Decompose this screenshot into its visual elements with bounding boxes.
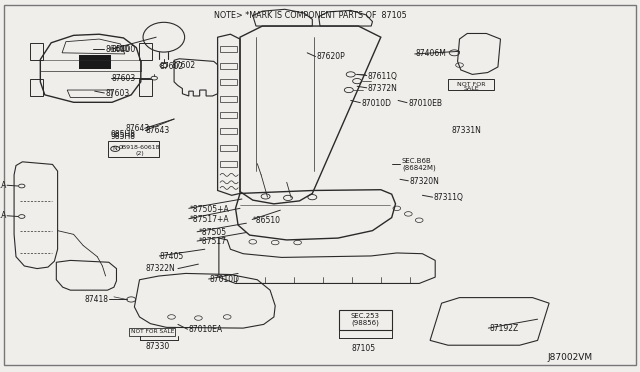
Text: 87372N: 87372N (368, 84, 398, 93)
Text: 87611Q: 87611Q (368, 72, 398, 81)
Text: 87602: 87602 (172, 61, 196, 70)
Text: (98856): (98856) (351, 320, 380, 326)
Text: 985H8: 985H8 (110, 132, 135, 141)
Text: SALE: SALE (463, 86, 479, 91)
Text: (86842M): (86842M) (402, 164, 436, 171)
Text: *87505: *87505 (198, 228, 227, 237)
Text: 87643: 87643 (146, 126, 170, 135)
Text: *87505+A: *87505+A (189, 205, 229, 214)
Bar (30, 43, 43, 60)
Text: 0B918-60618: 0B918-60618 (119, 145, 160, 150)
Text: 87418: 87418 (85, 295, 109, 304)
Text: 87602: 87602 (160, 62, 184, 71)
Text: 87406M: 87406M (416, 49, 447, 58)
Bar (220, 79, 237, 85)
Text: *86510: *86510 (253, 216, 281, 225)
Text: 87405: 87405 (160, 252, 184, 261)
Bar (220, 62, 237, 68)
Text: 87311Q: 87311Q (434, 193, 464, 202)
Bar (139, 43, 152, 60)
Text: 87010EB: 87010EB (408, 99, 442, 108)
Text: 87603: 87603 (106, 89, 130, 97)
Text: 87603: 87603 (112, 74, 136, 83)
Bar (220, 46, 237, 52)
Bar (108, 141, 159, 157)
Text: 87192Z: 87192Z (490, 324, 519, 333)
Text: 87501A: 87501A (0, 181, 6, 190)
Bar (220, 128, 237, 134)
Bar (79, 55, 111, 69)
Bar (220, 161, 237, 167)
Text: (2): (2) (135, 151, 144, 156)
Bar (139, 79, 152, 96)
Text: 87010D: 87010D (210, 275, 240, 284)
Text: 87010D: 87010D (362, 99, 392, 108)
Bar (30, 79, 43, 96)
Text: SEC.253: SEC.253 (351, 313, 380, 319)
Text: 87105: 87105 (352, 344, 376, 353)
Bar (339, 310, 392, 330)
Text: J87002VM: J87002VM (547, 353, 593, 362)
Bar (448, 79, 494, 90)
Text: 87320N: 87320N (410, 177, 440, 186)
Text: 86400: 86400 (106, 45, 130, 54)
Text: 985H8: 985H8 (110, 130, 135, 139)
Bar (129, 328, 175, 336)
Text: SEC.B6B: SEC.B6B (402, 158, 431, 164)
Bar (220, 145, 237, 151)
Text: 87620P: 87620P (317, 52, 346, 61)
Text: NOTE> *MARK IS COMPONENT PARTS OF  87105: NOTE> *MARK IS COMPONENT PARTS OF 87105 (214, 12, 407, 20)
Text: 87010EA: 87010EA (189, 325, 223, 334)
Text: NOT FOR: NOT FOR (457, 81, 485, 87)
Bar (220, 96, 237, 102)
Text: 86400: 86400 (112, 45, 136, 54)
Bar (220, 112, 237, 118)
Text: 87322N: 87322N (146, 264, 175, 273)
Text: *87517: *87517 (198, 237, 227, 246)
Text: 87331N: 87331N (451, 126, 481, 135)
Text: 87501A: 87501A (0, 211, 6, 220)
Text: *87517+A: *87517+A (189, 215, 229, 224)
Text: NOT FOR SALE: NOT FOR SALE (131, 329, 174, 334)
Text: N: N (112, 146, 117, 151)
Text: 87643: 87643 (125, 124, 150, 133)
Text: 87330: 87330 (146, 342, 170, 351)
